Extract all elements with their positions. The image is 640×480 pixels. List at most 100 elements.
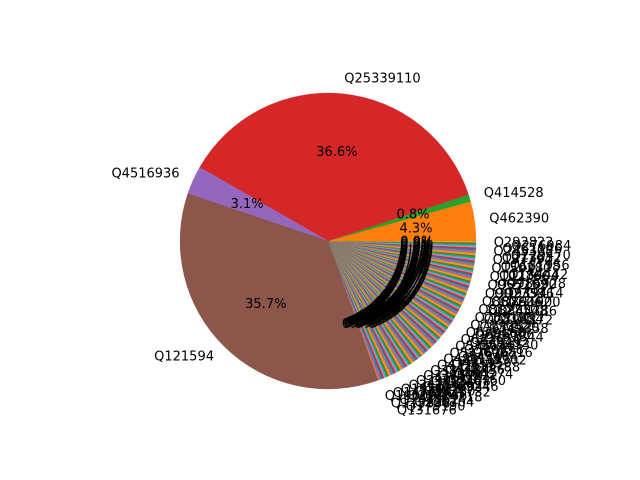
minor-slices: [327, 240, 477, 381]
minor-slice-label: Q416760: [446, 374, 506, 389]
minor-slice-pct: 0.0%: [371, 299, 404, 314]
minor-slice-label: Q495950: [452, 357, 512, 372]
minor-slice-label: Q305894: [423, 380, 483, 395]
minor-slice-pct: 0.0%: [398, 255, 431, 270]
minor-slice-pct: 0.0%: [399, 249, 432, 264]
minor-slice-pct: 0.0%: [386, 282, 419, 297]
minor-slice-pct: 0.0%: [399, 250, 432, 265]
minor-slice-pct: 0.0%: [374, 296, 407, 311]
slice-q121594: [179, 193, 379, 390]
minor-slice-label: Q210866: [408, 389, 468, 404]
minor-slice-pct: 0.0%: [395, 264, 428, 279]
minor-slice-pct: 0.0%: [372, 298, 405, 313]
minor-slice-pct: 0.0%: [399, 246, 432, 261]
minor-slice-label: Q765196: [475, 311, 535, 326]
minor-slice-pct: 0.0%: [370, 300, 403, 315]
major-labels: Q462390 4.3% Q414528 0.8% Q25339110 36.6% Q451…: [111, 72, 549, 365]
minor-slice-pct: 0.0%: [396, 261, 429, 276]
minor-slice-pct: 0.0%: [369, 301, 402, 316]
minor-slice-pct: 0.0%: [389, 276, 422, 291]
minor-slice-pct: 0.0%: [375, 295, 408, 310]
slice-label-q462390: Q462390: [489, 212, 549, 227]
minor-slice-pct: 0.0%: [381, 289, 414, 304]
minor-slice-label: Q242542: [409, 378, 469, 393]
minor-slice-label: Q796872: [493, 313, 553, 328]
minor-slice-label: Q100000: [385, 389, 445, 404]
minor-slice-label: Q369246: [439, 380, 499, 395]
minor-slice-label: Q828548: [488, 304, 548, 319]
slice-label-q25339110: Q25339110: [344, 72, 420, 87]
minor-slice-label: Q986928: [506, 277, 566, 292]
minor-slice-label: Q717682: [470, 319, 530, 334]
minor-slice-label: Q686006: [475, 328, 535, 343]
minor-slice-pct: 0.0%: [367, 302, 400, 317]
slice-label-q414528: Q414528: [484, 186, 544, 201]
minor-slice-pct: 0.0%: [377, 294, 410, 309]
minor-slice-label: Q258380: [416, 385, 476, 400]
minor-slice-pct: 0.0%: [400, 242, 433, 257]
minor-slice-pct: 0.0%: [398, 252, 431, 267]
minor-slice-label: Q480112: [443, 353, 503, 368]
minor-slice-pct: 0.0%: [350, 313, 383, 328]
minor-slice-pct: 0.0%: [397, 258, 430, 273]
minor-slice-label: Q166118: [501, 260, 561, 275]
minor-slice-label: Q891900: [501, 296, 561, 311]
minor-slice-label: Q229470: [511, 249, 571, 264]
minor-slice-pct: 0.0%: [390, 275, 423, 290]
slice-pct-q462390: 4.3%: [399, 222, 432, 237]
minor-slice-pct: 0.0%: [363, 306, 396, 321]
minor-slice-label: Q292822: [494, 236, 554, 251]
minor-slice-label: Q261146: [502, 242, 562, 257]
minor-slice-pct: 0.0%: [398, 253, 431, 268]
slice-q25339110: [199, 92, 469, 242]
minor-slice-label: Q907738: [485, 287, 545, 302]
minor-slice-pct: 0.0%: [378, 293, 411, 308]
minor-slice-pct: 0.0%: [348, 315, 381, 330]
minor-slice-pct: 0.0%: [400, 239, 433, 254]
minor-slice-pct: 0.0%: [394, 267, 427, 282]
minor-slice-pct: 0.0%: [359, 309, 392, 324]
minor-slice-label: Q844386: [497, 305, 557, 320]
minor-slice-pct: 0.0%: [396, 262, 429, 277]
minor-slice-pct: 0.0%: [379, 292, 412, 307]
minor-slice-pct: 0.0%: [342, 317, 375, 332]
minor-slice-label: Q150280: [491, 262, 551, 277]
minor-slice-pct: 0.0%: [393, 269, 426, 284]
minor-slice-pct: 0.0%: [364, 305, 397, 320]
minor-slice-label: Q274218: [423, 391, 483, 406]
minor-slice-pct: 0.0%: [396, 259, 429, 274]
minor-slice-label: Q876062: [491, 296, 551, 311]
slice-pct-q121594: 35.7%: [245, 297, 286, 312]
minor-slice-pct: 0.0%: [387, 280, 420, 295]
minor-slice-label: Q181956: [510, 258, 570, 273]
minor-slice-label: Q971090: [497, 278, 557, 293]
minor-slice-pct: 0.0%: [385, 283, 418, 298]
minor-slice-pct: 0.0%: [353, 312, 386, 327]
minor-slice-label: Q733520: [480, 320, 540, 335]
minor-slice-pct: 0.0%: [343, 316, 376, 331]
minor-slice-label: Q276984: [511, 239, 571, 254]
minor-slice-label: Q590978: [464, 343, 524, 358]
minor-slice-label: Q353408: [431, 375, 491, 390]
minor-slice-pct: 0.0%: [382, 288, 415, 303]
minor-slice-label: Q670168: [466, 326, 526, 341]
minor-slice-pct: 0.0%: [349, 314, 382, 329]
minor-slice-label: Q511788: [460, 361, 520, 376]
minor-slice-pct: 0.0%: [365, 304, 398, 319]
slice-label-q121594: Q121594: [154, 350, 214, 365]
minor-slice-pct: 0.0%: [357, 310, 390, 325]
minor-slice-pct: 0.0%: [384, 284, 417, 299]
slice-pct-q4516936: 3.1%: [231, 197, 264, 212]
minor-slice-label: Q955252: [488, 279, 548, 294]
minor-slice-label: Q118604: [499, 269, 559, 284]
minor-slice-label: Q115838: [391, 397, 451, 412]
minor-slice-pct: 0.0%: [399, 247, 432, 262]
minor-slice-label: Q781034: [484, 312, 544, 327]
minor-slice-pct: 0.0%: [393, 268, 426, 283]
major-slices: [179, 92, 477, 390]
minor-slice-label: Q638492: [470, 336, 530, 351]
minor-slice-pct: 0.0%: [346, 315, 379, 330]
minor-slice-label: Q134442: [508, 268, 568, 283]
minor-slice-pct: 0.0%: [366, 303, 399, 318]
